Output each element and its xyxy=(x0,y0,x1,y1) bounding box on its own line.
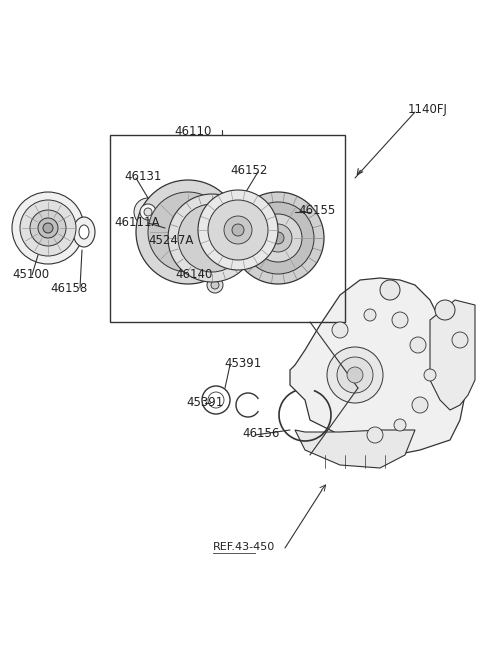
Circle shape xyxy=(254,214,302,262)
Circle shape xyxy=(264,224,292,252)
Ellipse shape xyxy=(79,225,89,239)
Circle shape xyxy=(337,357,373,393)
Circle shape xyxy=(178,204,246,272)
Ellipse shape xyxy=(73,217,95,247)
Circle shape xyxy=(232,224,244,236)
Text: 45100: 45100 xyxy=(12,268,49,281)
Circle shape xyxy=(38,218,58,238)
Circle shape xyxy=(168,194,256,282)
Text: 46158: 46158 xyxy=(50,282,87,295)
Circle shape xyxy=(140,204,156,220)
Circle shape xyxy=(43,223,53,233)
Circle shape xyxy=(211,281,219,289)
Text: 46156: 46156 xyxy=(242,427,279,440)
Text: 46111A: 46111A xyxy=(114,216,159,229)
Bar xyxy=(110,135,345,322)
Polygon shape xyxy=(430,300,475,410)
Circle shape xyxy=(198,190,278,270)
Circle shape xyxy=(180,224,196,240)
Text: 45391: 45391 xyxy=(186,396,223,409)
Circle shape xyxy=(392,312,408,328)
Polygon shape xyxy=(290,278,465,455)
Text: 1140FJ: 1140FJ xyxy=(408,103,448,116)
Circle shape xyxy=(367,427,383,443)
Circle shape xyxy=(148,192,228,272)
Circle shape xyxy=(435,300,455,320)
Text: 46155: 46155 xyxy=(298,204,335,217)
Circle shape xyxy=(424,369,436,381)
Circle shape xyxy=(224,216,252,244)
Polygon shape xyxy=(295,430,415,468)
Text: 46152: 46152 xyxy=(230,164,267,177)
Circle shape xyxy=(410,337,426,353)
Circle shape xyxy=(452,332,468,348)
Circle shape xyxy=(394,419,406,431)
Circle shape xyxy=(170,214,206,250)
Circle shape xyxy=(200,226,224,250)
Circle shape xyxy=(347,367,363,383)
Circle shape xyxy=(12,192,84,264)
Circle shape xyxy=(327,347,383,403)
Circle shape xyxy=(272,232,284,244)
Circle shape xyxy=(364,309,376,321)
Circle shape xyxy=(134,198,162,226)
Text: 46110: 46110 xyxy=(174,125,212,138)
Text: REF.43-450: REF.43-450 xyxy=(213,542,275,552)
Circle shape xyxy=(242,202,314,274)
Circle shape xyxy=(144,208,152,216)
Circle shape xyxy=(332,322,348,338)
Circle shape xyxy=(208,200,268,260)
Circle shape xyxy=(136,180,240,284)
Circle shape xyxy=(30,210,66,246)
Text: 45247A: 45247A xyxy=(148,234,193,247)
Circle shape xyxy=(232,192,324,284)
Text: 45391: 45391 xyxy=(224,357,261,370)
Text: 46140: 46140 xyxy=(175,268,212,281)
Circle shape xyxy=(380,280,400,300)
Circle shape xyxy=(207,277,223,293)
Circle shape xyxy=(20,200,76,256)
Circle shape xyxy=(412,397,428,413)
Text: 46131: 46131 xyxy=(124,170,161,183)
